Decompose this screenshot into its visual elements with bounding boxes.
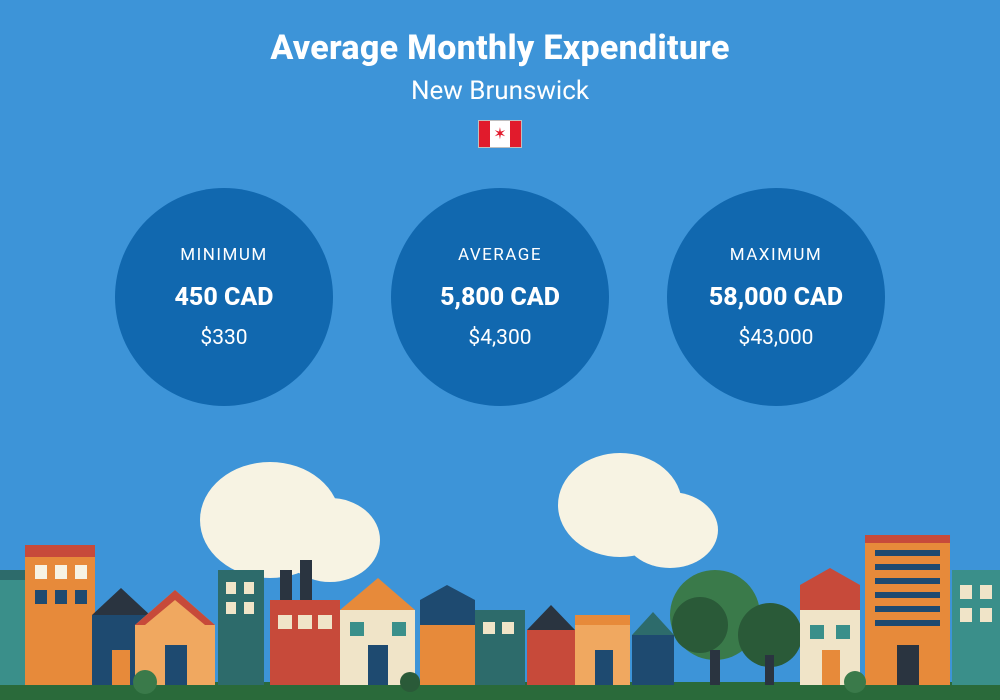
- stat-label: AVERAGE: [458, 245, 542, 265]
- stat-minimum: MINIMUM 450 CAD $330: [115, 188, 333, 406]
- page-subtitle: New Brunswick: [0, 76, 1000, 106]
- stat-main: 5,800 CAD: [440, 283, 560, 312]
- stats-row: MINIMUM 450 CAD $330 AVERAGE 5,800 CAD $…: [0, 188, 1000, 406]
- stat-sub: $330: [200, 326, 247, 350]
- stat-main: 450 CAD: [175, 283, 274, 312]
- cityscape-illustration: [0, 450, 1000, 700]
- maple-leaf-icon: ✶: [490, 121, 510, 147]
- stat-maximum: MAXIMUM 58,000 CAD $43,000: [667, 188, 885, 406]
- canada-flag-icon: ✶: [478, 120, 522, 148]
- stat-label: MINIMUM: [180, 245, 267, 265]
- stat-sub: $4,300: [468, 326, 531, 350]
- stat-label: MAXIMUM: [730, 245, 823, 265]
- stat-average: AVERAGE 5,800 CAD $4,300: [391, 188, 609, 406]
- stat-sub: $43,000: [739, 326, 814, 350]
- stat-main: 58,000 CAD: [709, 283, 843, 312]
- page-title: Average Monthly Expenditure: [0, 28, 1000, 68]
